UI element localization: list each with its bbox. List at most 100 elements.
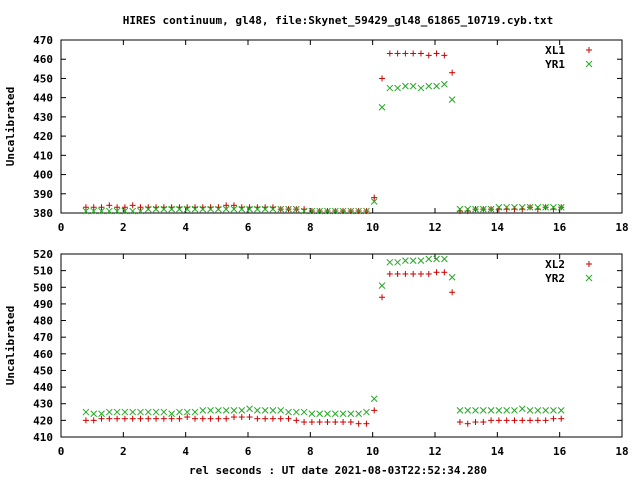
x-tick-label: 8 (307, 445, 314, 458)
data-point (308, 207, 316, 215)
data-point (433, 269, 440, 276)
data-point (433, 255, 440, 263)
data-point (425, 52, 432, 59)
x-tick-label: 2 (120, 445, 127, 458)
data-point (456, 205, 464, 213)
legend-label: YR1 (545, 58, 565, 71)
data-point (129, 207, 137, 215)
data-point (129, 202, 136, 209)
data-point (199, 205, 207, 213)
data-point (370, 395, 378, 403)
data-point (464, 420, 471, 427)
y-tick-label: 490 (33, 298, 53, 311)
y-tick-label: 420 (33, 130, 53, 143)
data-point (168, 205, 175, 213)
legend-label: YR2 (545, 272, 565, 285)
data-point (534, 417, 541, 424)
lower-plot-panel: Uncalibrated 0 2 4 6 8 10 12 14 16 18 410 420 430 440 4… (4, 248, 629, 458)
data-point (300, 408, 308, 416)
data-point (370, 198, 378, 205)
data-point (527, 417, 534, 424)
data-point (230, 202, 237, 209)
data-point (222, 205, 230, 213)
y-tick-label: 450 (33, 364, 53, 377)
data-point (246, 405, 253, 413)
data-point (230, 414, 237, 421)
data-point (440, 255, 448, 263)
data-point (129, 415, 136, 422)
y-tick-label: 410 (33, 149, 53, 162)
data-point (192, 415, 199, 422)
data-point (269, 205, 277, 213)
data-point (277, 407, 285, 414)
data-point (448, 273, 456, 281)
data-point (238, 407, 246, 414)
data-point (425, 255, 433, 263)
data-point (82, 417, 89, 424)
y-tick-label: 410 (33, 431, 53, 444)
data-point (316, 207, 324, 215)
data-point (160, 205, 168, 213)
data-point (106, 202, 113, 209)
legend-label: XL2 (545, 258, 565, 271)
data-point (176, 415, 183, 422)
legend-entry: XL2 (545, 258, 592, 271)
data-point (542, 417, 549, 424)
data-point (511, 407, 518, 414)
plot-frame (60, 39, 623, 214)
series-yr2 (82, 255, 565, 418)
data-point (402, 257, 409, 265)
data-point (472, 419, 479, 426)
y-tick-label: 390 (33, 188, 53, 201)
data-point (503, 203, 511, 211)
y-tick-label: 450 (33, 72, 53, 85)
data-point (417, 84, 425, 92)
data-point (542, 407, 549, 414)
data-point (495, 203, 503, 211)
data-point (137, 408, 144, 416)
y-tick-label: 460 (33, 348, 53, 361)
data-point (402, 82, 409, 90)
data-point (246, 205, 253, 213)
data-point (417, 50, 424, 57)
data-point (153, 415, 160, 422)
legend-entry: YR2 (545, 272, 593, 285)
data-point (542, 203, 549, 211)
data-point (386, 50, 393, 57)
data-point (550, 407, 557, 414)
data-point (144, 408, 152, 416)
y-tick-label: 400 (33, 169, 53, 182)
data-point (526, 203, 534, 211)
x-tick-label: 12 (428, 221, 441, 234)
data-point (487, 205, 495, 213)
data-point (550, 203, 557, 211)
data-point (363, 408, 370, 416)
data-point (285, 415, 292, 422)
y-tick-label: 430 (33, 111, 53, 124)
data-point (433, 82, 440, 90)
data-point (503, 407, 511, 414)
data-point (417, 270, 424, 277)
data-point (90, 410, 98, 418)
data-point (207, 205, 214, 213)
y-tick-label: 470 (33, 331, 53, 344)
data-point (441, 52, 448, 59)
x-tick-label: 18 (615, 445, 628, 458)
y-axis-label: Uncalibrated (4, 306, 17, 385)
data-point (340, 419, 347, 426)
data-point (207, 415, 214, 422)
series-xl2 (82, 269, 565, 427)
data-point (253, 205, 261, 213)
data-point (144, 205, 152, 213)
data-point (215, 415, 222, 422)
data-point (519, 417, 526, 424)
data-point (441, 269, 448, 276)
data-point (472, 407, 479, 414)
data-point (511, 203, 518, 211)
data-point (199, 407, 207, 414)
data-point (246, 414, 253, 421)
data-point (495, 417, 502, 424)
data-point (534, 407, 542, 414)
data-point (402, 50, 409, 57)
